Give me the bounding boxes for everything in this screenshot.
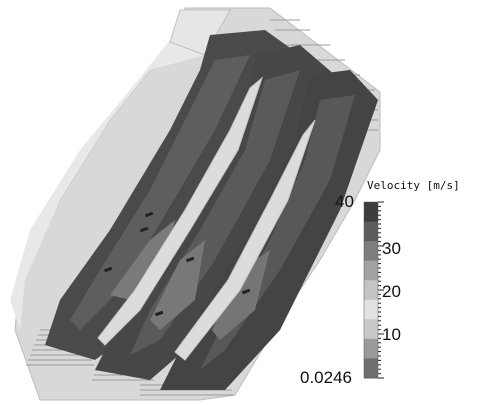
legend-min-label: 0.0246 xyxy=(300,368,352,387)
legend-tick-label: 20 xyxy=(382,282,401,301)
legend-color-band xyxy=(364,319,378,340)
channel-middle xyxy=(95,45,335,380)
legend-max-label: 40 xyxy=(335,192,354,211)
legend-color-band xyxy=(364,358,378,379)
legend-color-band xyxy=(364,338,378,359)
legend-color-band xyxy=(364,221,378,242)
velocity-color-legend xyxy=(363,201,384,379)
legend-color-band xyxy=(364,202,378,223)
legend-color-band xyxy=(364,241,378,262)
legend-border xyxy=(363,201,379,379)
legend-color-band xyxy=(364,299,378,320)
separator-walls xyxy=(97,76,316,361)
legend-title: Velocity [m/s] xyxy=(367,179,460,192)
channel-left xyxy=(45,30,300,360)
baffles xyxy=(103,211,251,317)
legend-color-band xyxy=(364,280,378,301)
legend-color-band xyxy=(364,260,378,281)
legend-tick-label: 10 xyxy=(382,325,401,344)
legend-tick-label: 30 xyxy=(382,239,401,258)
